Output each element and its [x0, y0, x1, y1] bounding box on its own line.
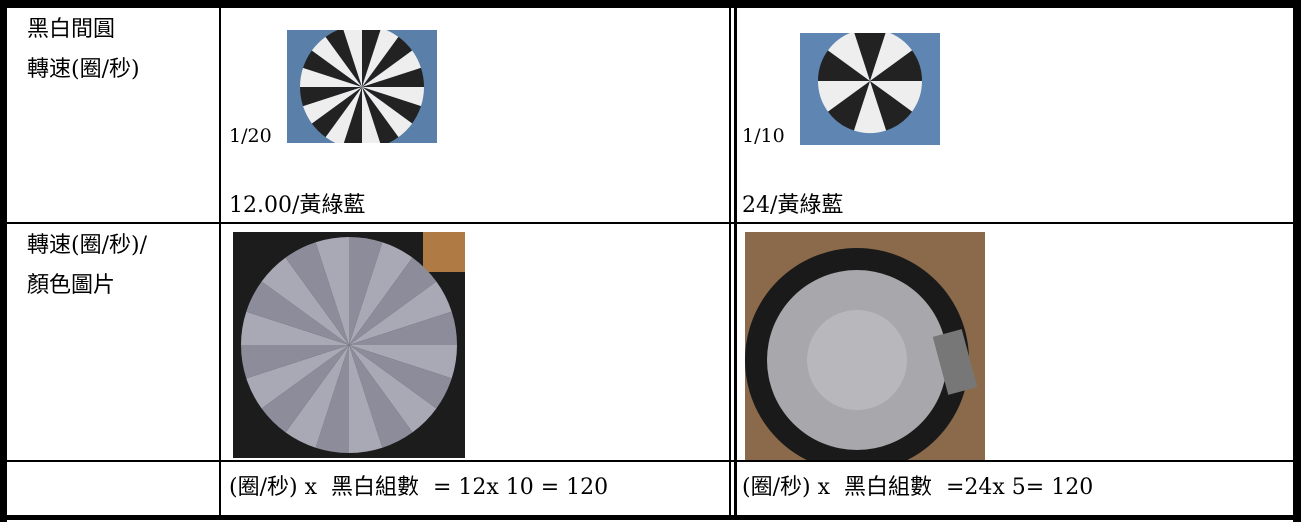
photo-detail — [241, 311, 349, 345]
photo-detail — [261, 257, 349, 345]
cell-text: 1/10 — [742, 125, 785, 147]
photo-detail — [325, 87, 362, 143]
photo-detail — [315, 345, 349, 453]
border — [1293, 0, 1301, 522]
photo-detail — [349, 242, 413, 345]
photo-detail — [300, 87, 362, 107]
photo-detail — [300, 67, 362, 87]
photo-detail — [349, 345, 383, 453]
photo — [800, 33, 940, 145]
photo-detail — [818, 50, 870, 81]
cell-text: 12.00/黃綠藍 — [229, 193, 366, 218]
photo-detail — [362, 87, 421, 124]
photo-detail — [827, 33, 870, 81]
photo-detail — [349, 311, 457, 345]
border — [0, 515, 1301, 520]
photo-detail — [315, 237, 349, 345]
cell-text: 24/黃綠藍 — [742, 193, 844, 218]
photo-detail — [261, 345, 349, 433]
photo-detail — [285, 242, 349, 345]
photo-detail — [870, 81, 913, 131]
photo — [745, 232, 985, 460]
photo-detail — [362, 36, 413, 87]
photo-detail — [311, 36, 362, 87]
photo-detail — [246, 345, 349, 409]
photo-detail — [241, 345, 349, 379]
photo-detail — [362, 50, 421, 87]
photo-detail — [870, 81, 922, 112]
border — [729, 0, 731, 520]
photo-detail — [303, 50, 362, 87]
photo-detail — [853, 81, 887, 133]
photo-detail — [870, 33, 913, 81]
photo-detail — [362, 87, 424, 107]
cell-text: 1/20 — [229, 125, 272, 147]
photo-detail — [303, 87, 362, 124]
photo-detail — [349, 281, 452, 345]
photo-detail — [343, 87, 362, 143]
cell-text: 黑白間圓 — [27, 17, 116, 42]
photo-detail — [349, 345, 452, 409]
border — [0, 222, 1301, 224]
photo — [287, 30, 437, 143]
photo-detail — [827, 81, 870, 131]
photo-detail — [325, 30, 362, 87]
photo-detail — [311, 87, 362, 138]
photo-detail — [343, 30, 362, 87]
photo-detail — [807, 310, 907, 410]
photo-detail — [285, 345, 349, 448]
photo-detail — [854, 33, 886, 81]
photo-detail — [349, 345, 457, 379]
cell-text: 顏色圖片 — [27, 273, 116, 298]
photo — [233, 232, 465, 458]
photo-detail — [362, 30, 381, 87]
photo-detail — [362, 67, 424, 87]
cell-text: (圈/秒) x 黑白組數 =24x 5= 120 — [742, 475, 1094, 500]
border — [0, 460, 1301, 462]
photo-detail — [362, 87, 413, 138]
photo-detail — [423, 232, 465, 272]
border — [219, 0, 221, 520]
photo-detail — [362, 87, 399, 143]
photo-detail — [349, 345, 413, 448]
border — [734, 0, 737, 520]
photo-detail — [362, 30, 399, 87]
photo-detail — [932, 329, 978, 395]
photo-detail — [349, 237, 383, 345]
photo-detail — [349, 345, 437, 433]
cell-text: 轉速(圈/秒) — [27, 57, 140, 82]
border — [0, 0, 7, 522]
cell-text: (圈/秒) x 黑白組數 = 12x 10 = 120 — [229, 475, 609, 500]
border — [0, 0, 1301, 8]
photo-detail — [870, 50, 922, 81]
photo-detail — [246, 281, 349, 345]
photo-detail — [362, 87, 381, 143]
photo-detail — [349, 257, 437, 345]
photo-detail — [818, 81, 870, 112]
cell-text: 轉速(圈/秒)/ — [27, 233, 147, 258]
